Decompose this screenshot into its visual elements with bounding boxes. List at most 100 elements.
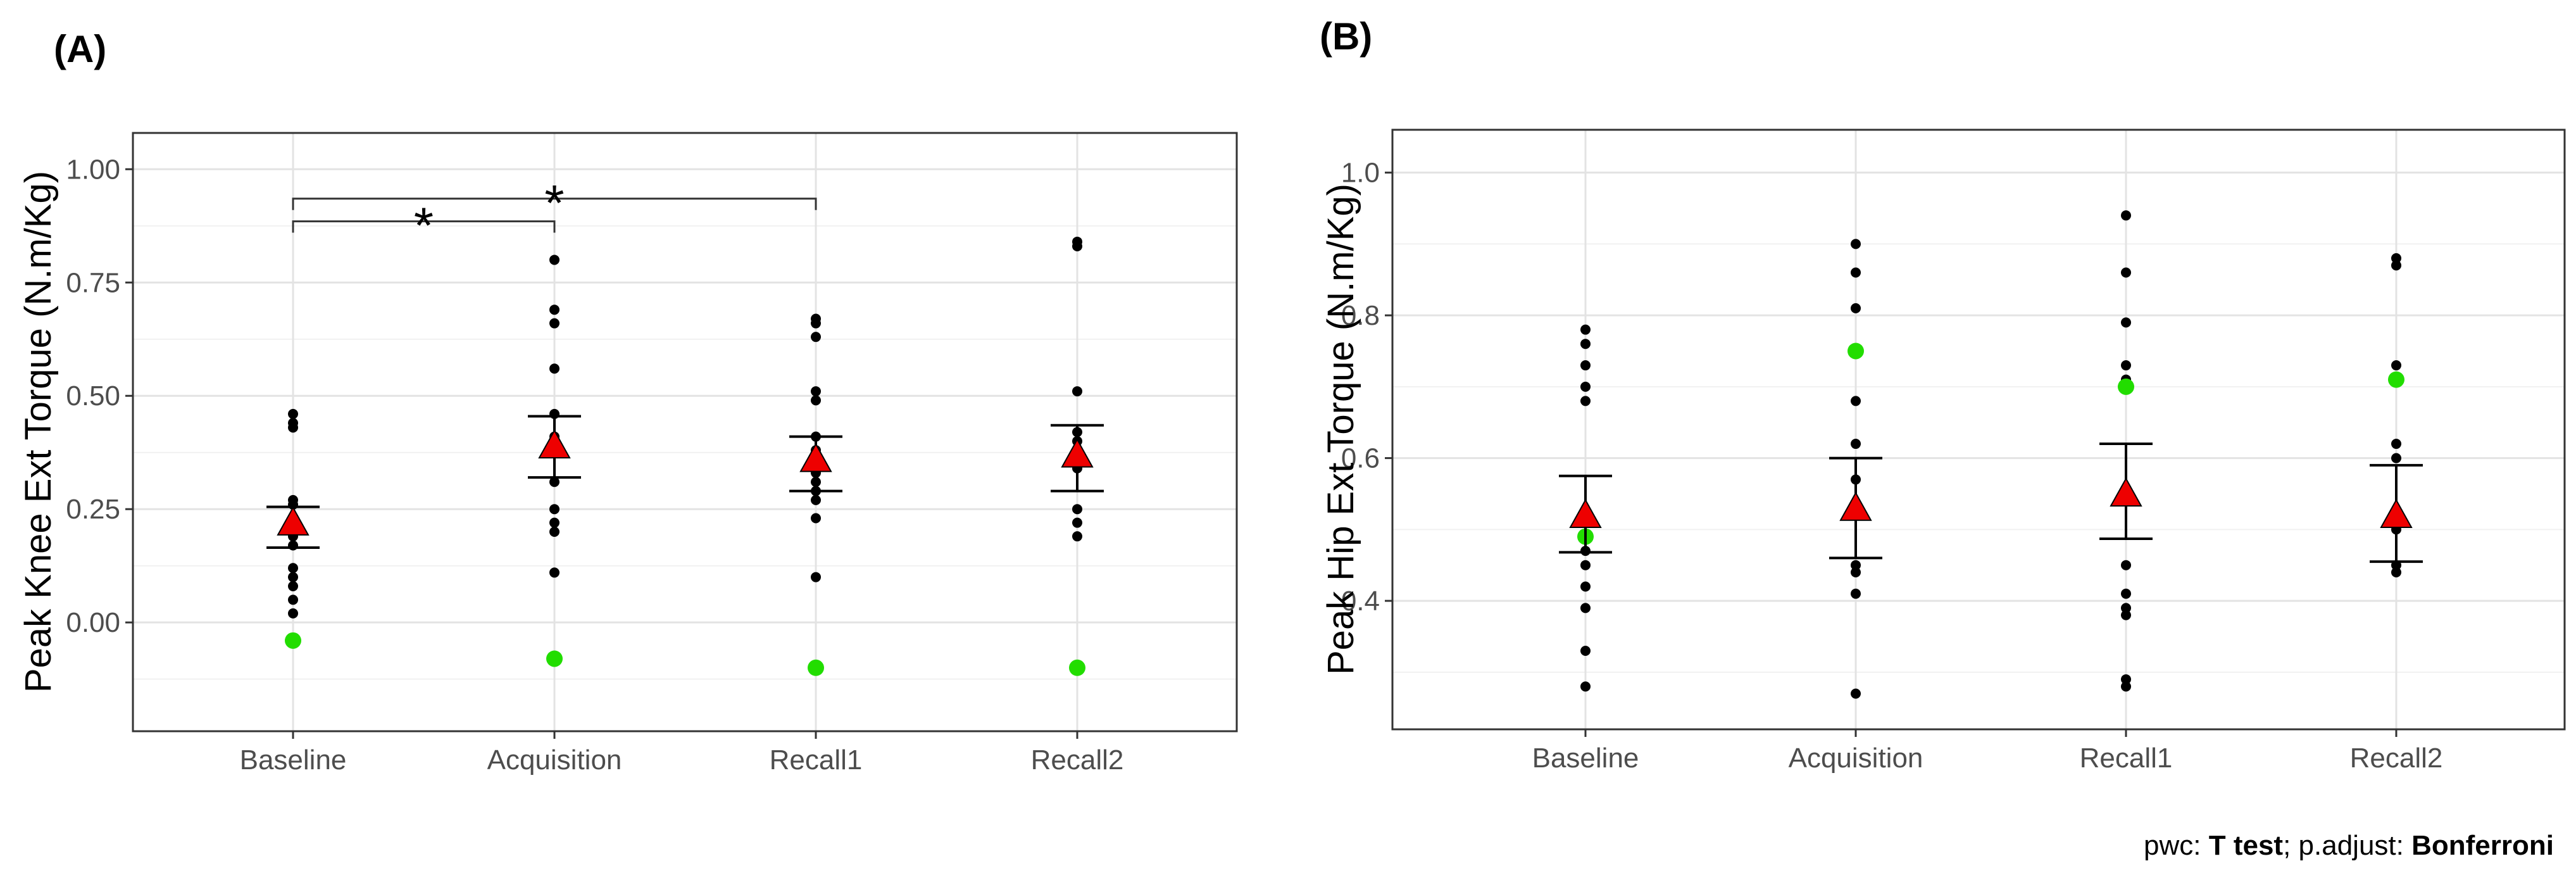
data-point: [2391, 360, 2401, 371]
x-ticks-a: Baseline Acquisition Recall1 Recall2: [240, 731, 1124, 776]
data-point: [1580, 645, 1591, 656]
data-point: [811, 494, 821, 505]
data-point: [811, 395, 821, 406]
grid-b: [1392, 130, 2565, 729]
x-tick-label: Recall1: [2080, 743, 2173, 774]
data-point: [1851, 560, 1861, 570]
data-point: [1580, 681, 1591, 692]
data-point: [2121, 560, 2131, 570]
y-tick-label: 0.75: [66, 267, 120, 298]
panel-label-a: (A): [54, 28, 106, 70]
mean-marker: [799, 443, 832, 472]
data-point: [2121, 360, 2131, 371]
plot-border-a: [132, 132, 1238, 732]
data-point: [2121, 681, 2131, 692]
data-point: [2121, 588, 2131, 599]
data-point: [2121, 603, 2131, 613]
data-point: [1851, 396, 1861, 406]
y-tick-label: 0.50: [66, 380, 120, 412]
panel-b: (B) 0.4 0.6 0.8 1.0 Baseline Acquisition Reca…: [1320, 15, 2566, 774]
y-tick-label: 1.00: [66, 154, 120, 185]
significance-bracket: [292, 198, 817, 210]
marks-a: * *: [266, 175, 1104, 676]
data-point: [2121, 317, 2131, 328]
data-point: [2121, 267, 2131, 278]
highlight-point: [2118, 378, 2134, 395]
data-point: [1851, 303, 1861, 313]
y-tick-label: 1.0: [1341, 158, 1380, 189]
mean-marker: [538, 429, 571, 459]
y-tick-label: 0.4: [1341, 586, 1380, 617]
data-point: [549, 363, 560, 374]
data-point: [1072, 386, 1082, 397]
panel-a: (A) * * 0.000.250.500.751.00 Baseline Acqu…: [18, 28, 1238, 776]
x-tick-label: Recall2: [1031, 745, 1124, 776]
panel-label-b: (B): [1320, 15, 1372, 58]
marks-b: [1559, 210, 2423, 699]
highlight-point: [1848, 343, 1864, 360]
highlight-point: [1069, 659, 1085, 676]
data-point: [2121, 210, 2131, 221]
y-ticks-b: 0.4 0.6 0.8 1.0: [1341, 158, 1392, 617]
data-point: [1580, 324, 1591, 335]
data-point: [288, 422, 298, 433]
x-tick-label: Baseline: [240, 745, 347, 776]
footnote-pwc-label: pwc:: [2144, 830, 2209, 861]
data-point: [288, 408, 298, 419]
footnote-separator: ; p.adjust:: [2283, 830, 2411, 861]
data-point: [1580, 603, 1591, 613]
x-tick-label: Recall1: [770, 745, 863, 776]
mean-marker: [277, 506, 309, 536]
data-point: [288, 608, 298, 619]
data-point: [1072, 241, 1082, 251]
data-point: [2391, 453, 2401, 463]
y-tick-label: 0.25: [66, 494, 120, 525]
highlight-point: [2388, 371, 2404, 388]
data-point: [2391, 253, 2401, 263]
data-point: [2391, 567, 2401, 577]
data-point: [549, 527, 560, 537]
data-point: [2121, 610, 2131, 620]
data-point: [811, 572, 821, 582]
data-point: [1580, 360, 1591, 371]
highlight-point: [808, 659, 824, 676]
data-point: [549, 517, 560, 528]
mean-marker: [1839, 491, 1872, 521]
data-point: [1072, 504, 1082, 515]
significance-bracket: [292, 220, 556, 233]
data-point: [549, 318, 560, 329]
y-axis-label-b: Peak Hip Ext Torque (N.m/Kg): [1320, 184, 1361, 675]
plot-area-b: [1392, 130, 2565, 729]
data-point: [2121, 674, 2131, 685]
data-point: [288, 581, 298, 591]
x-ticks-b: Baseline Acquisition Recall1 Recall2: [1532, 729, 2443, 774]
data-point: [2391, 260, 2401, 271]
data-point: [549, 255, 560, 265]
data-point: [549, 504, 560, 515]
data-point: [1580, 396, 1591, 406]
data-point: [1580, 381, 1591, 392]
significance-label: *: [544, 175, 564, 231]
plot-border-b: [1391, 129, 2566, 731]
significance-label: *: [414, 198, 434, 254]
mean-marker: [2110, 477, 2142, 507]
mean-marker: [2380, 498, 2413, 528]
data-point: [288, 563, 298, 574]
footnote-adjust-value: Bonferroni: [2411, 830, 2554, 861]
mean-marker: [1569, 498, 1602, 528]
data-point: [1580, 581, 1591, 592]
y-ticks-a: 0.00 0.25 0.50 0.75 1.00: [66, 154, 133, 638]
data-point: [1072, 517, 1082, 528]
y-tick-label: 0.8: [1341, 300, 1380, 331]
data-point: [288, 594, 298, 605]
x-tick-label: Recall2: [2350, 743, 2443, 774]
data-point: [1851, 267, 1861, 278]
data-point: [811, 332, 821, 343]
data-point: [811, 386, 821, 397]
data-point: [811, 318, 821, 329]
data-point: [1851, 688, 1861, 699]
highlight-point: [546, 650, 563, 667]
data-point: [1851, 439, 1861, 449]
x-tick-label: Baseline: [1532, 743, 1639, 774]
footnote-pwc-value: T test: [2209, 830, 2284, 861]
